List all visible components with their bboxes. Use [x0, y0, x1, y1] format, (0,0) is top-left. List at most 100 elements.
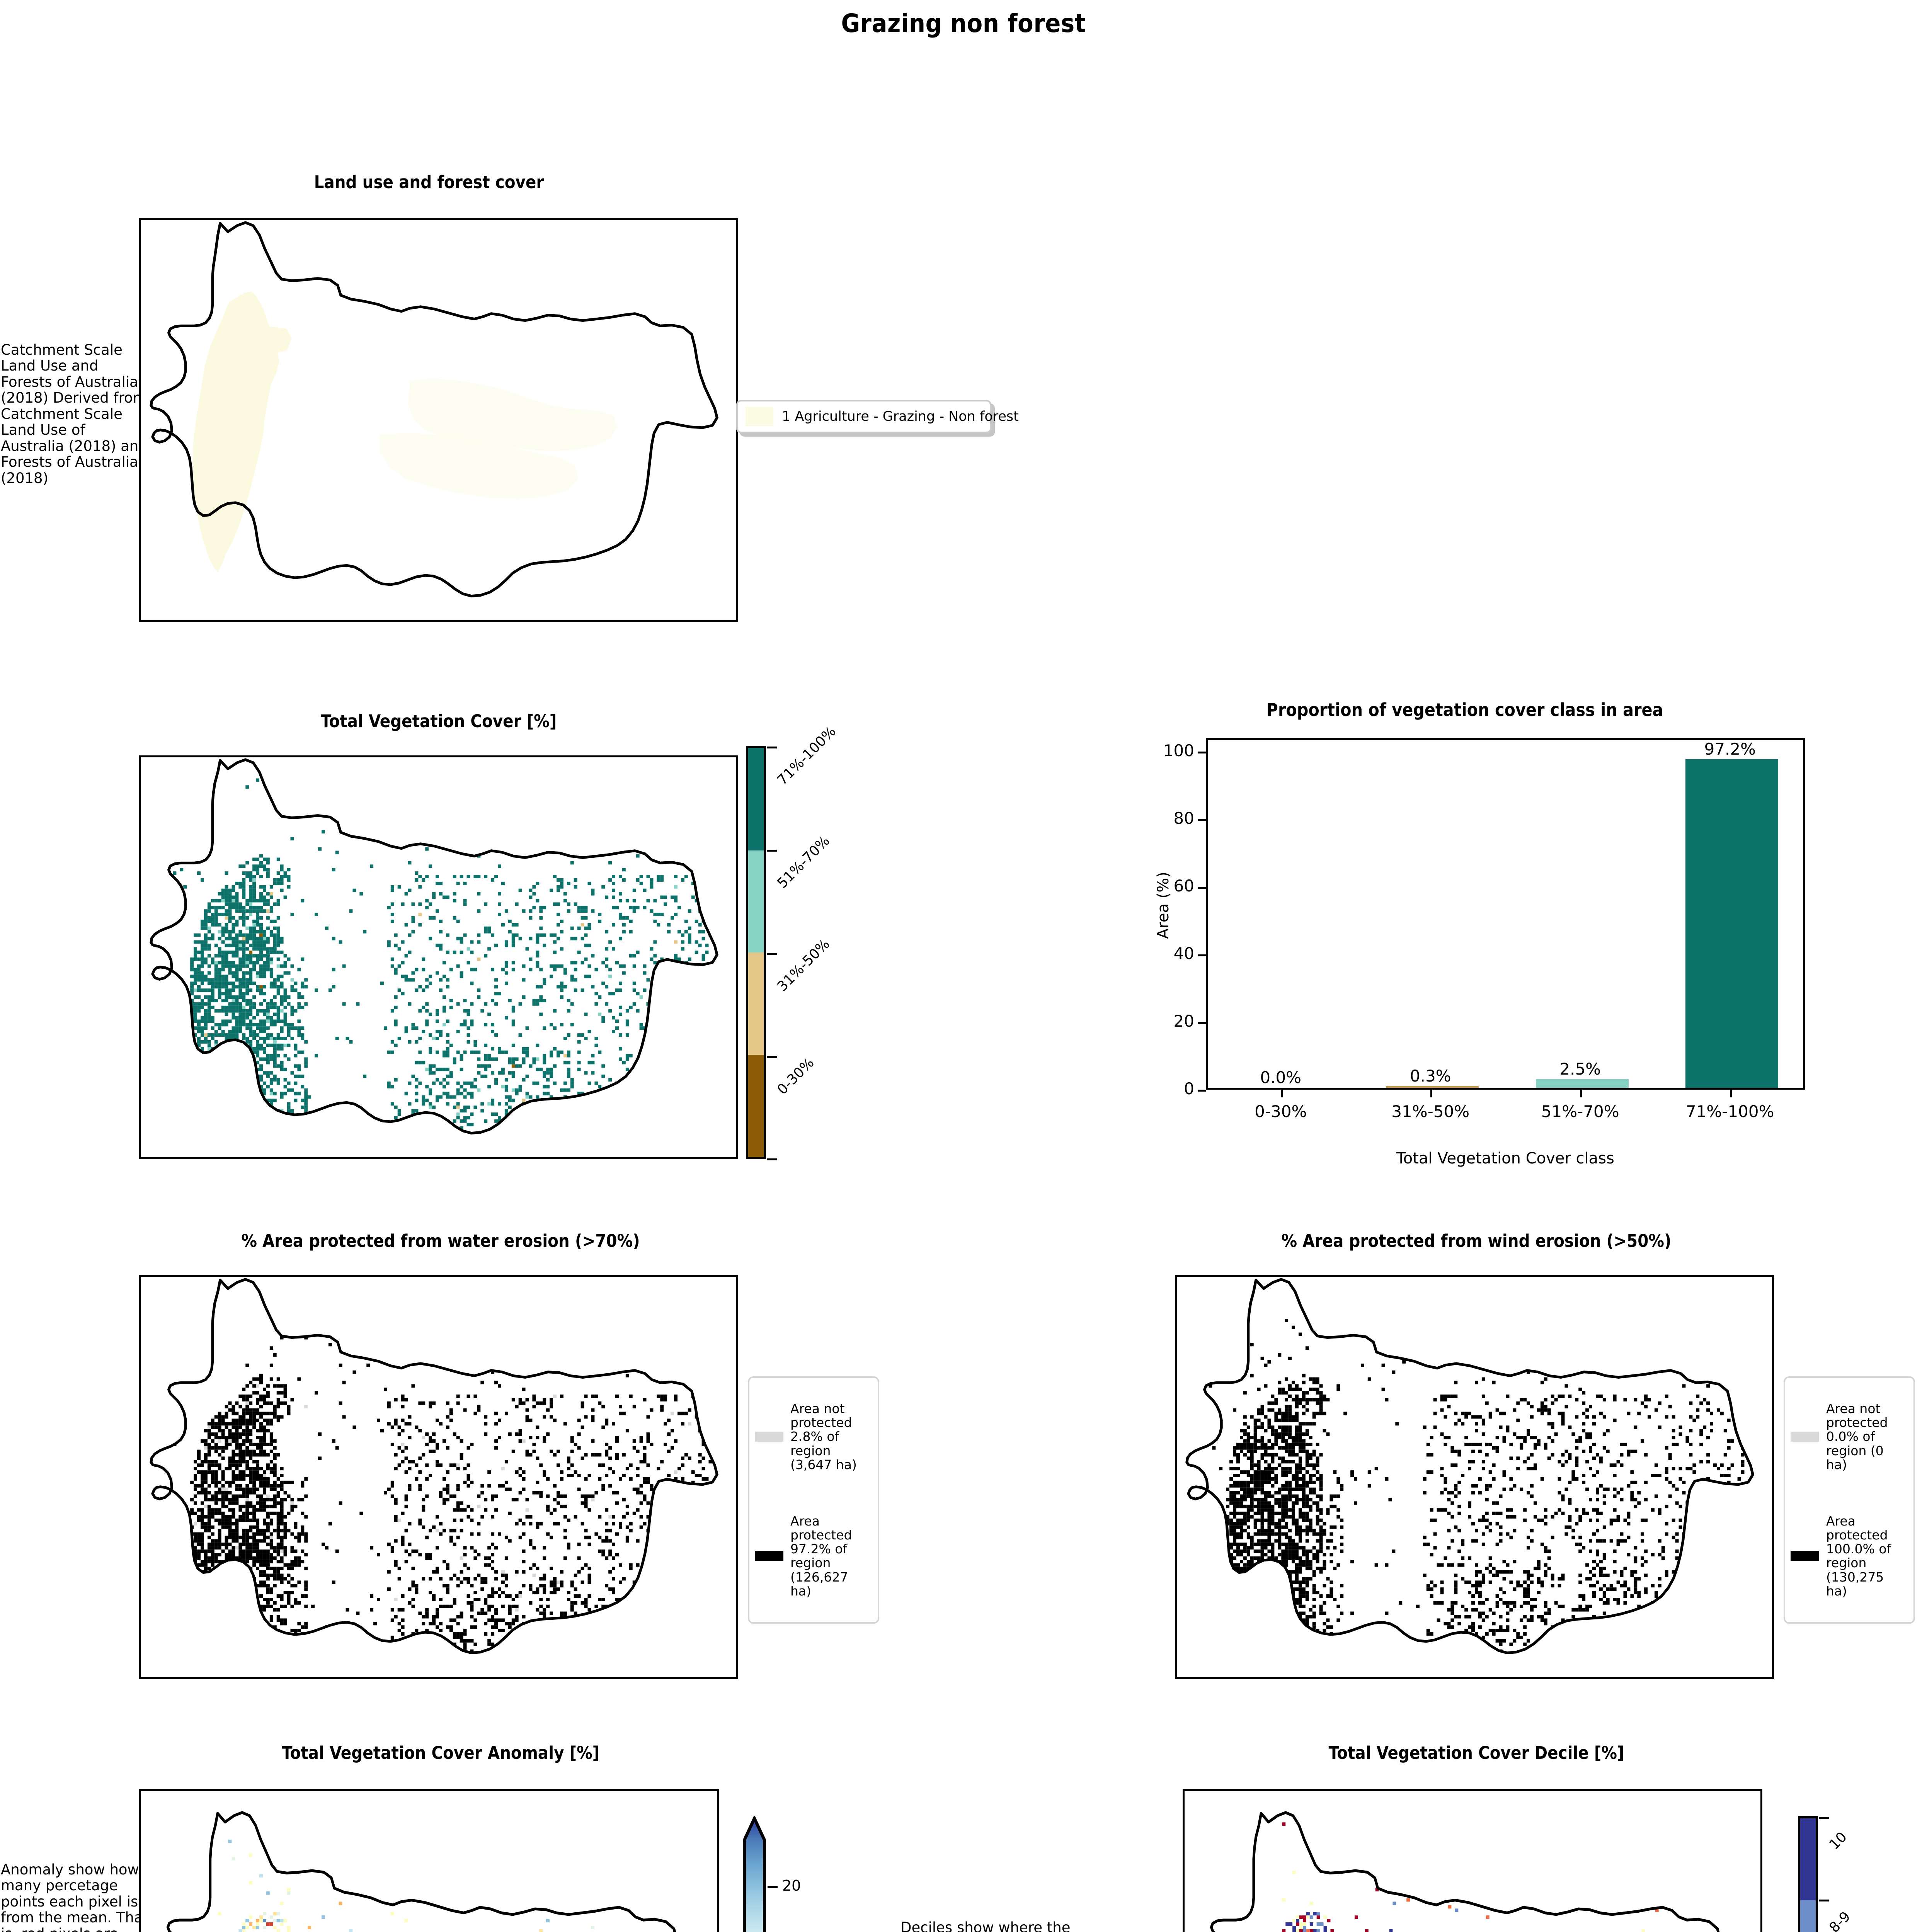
catchment-outline — [1210, 1811, 1720, 1932]
landuse-panel-title: Land use and forest cover — [314, 172, 544, 192]
legend-item-protected: Area protected 97.2% of region (126,627 … — [755, 1514, 872, 1599]
wind-erosion-legend[interactable]: Area not protected 0.0% of region (0 ha)… — [1784, 1376, 1915, 1624]
anomaly-map[interactable] — [139, 1789, 719, 1932]
wind-erosion-panel-title: % Area protected from wind erosion (>50%… — [1281, 1231, 1672, 1251]
not-protected-label: Area not protected 2.8% of region (3,647… — [790, 1401, 857, 1472]
catchment-outline — [150, 758, 718, 1135]
legend-item: 1 Agriculture - Grazing - Non forest — [746, 407, 1019, 426]
decile-map[interactable] — [1183, 1789, 1762, 1932]
chart-ylabel: Area (%) — [1154, 872, 1172, 939]
cover-cbar-label-0-30: 0-30% — [774, 1055, 817, 1098]
anomaly-tick-20 — [768, 1886, 778, 1888]
y-tick-mark — [1198, 954, 1206, 956]
wind-erosion-map[interactable] — [1175, 1275, 1774, 1679]
x-tick-mark — [1580, 1090, 1582, 1097]
cover-cbar-tick-3 — [767, 1056, 777, 1058]
proportion-bar-chart: Proportion of vegetation cover class in … — [1113, 696, 1816, 1182]
y-tick-label: 100 — [1163, 741, 1194, 760]
bar-value-label: 2.5% — [1559, 1060, 1601, 1079]
legend-item-not-protected: Area not protected 0.0% of region (0 ha) — [1791, 1401, 1908, 1472]
chart-xlabel: Total Vegetation Cover class — [1396, 1150, 1614, 1167]
bar-value-label: 0.3% — [1410, 1066, 1451, 1085]
bar-31%-50% — [1386, 1086, 1479, 1088]
cover-cbar-label-51-70: 51%-70% — [774, 833, 833, 891]
anomaly-colorbar-svg — [743, 1815, 766, 1932]
decile-map-svg — [1202, 1811, 1738, 1932]
cover-cbar-label-71-100: 71%-100% — [774, 723, 839, 788]
water-erosion-legend[interactable]: Area not protected 2.8% of region (3,647… — [748, 1376, 879, 1624]
legend-item-protected: Area protected 100.0% of region (130,275… — [1791, 1514, 1908, 1599]
anomaly-panel-title: Total Vegetation Cover Anomaly [%] — [281, 1743, 600, 1763]
anomaly-note: Anomaly show how many percetage points e… — [1, 1861, 149, 1932]
y-tick-label: 20 — [1173, 1012, 1194, 1031]
legend-item-not-protected: Area not protected 2.8% of region (3,647… — [755, 1401, 872, 1472]
bar-value-label: 0.0% — [1260, 1068, 1302, 1087]
anomaly-label-20: 20 — [782, 1877, 801, 1894]
chart-plot-area — [1206, 738, 1805, 1090]
cover-map[interactable] — [139, 755, 738, 1159]
cover-colorbar[interactable] — [746, 746, 766, 1159]
bar-71%-100% — [1685, 759, 1779, 1088]
chart-title: Proportion of vegetation cover class in … — [1266, 699, 1663, 720]
y-tick-mark — [1198, 819, 1206, 821]
x-tick-label: 71%-100% — [1685, 1102, 1774, 1121]
cover-map-svg — [150, 758, 718, 1135]
cbar-seg-71-100 — [748, 748, 764, 850]
decile-colorbar[interactable] — [1798, 1816, 1818, 1932]
cbar-seg-31-50 — [748, 952, 764, 1055]
water-erosion-pixel-layer — [151, 1281, 717, 1653]
x-tick-label: 31%-50% — [1391, 1102, 1470, 1121]
not-protected-label: Area not protected 0.0% of region (0 ha) — [1826, 1401, 1888, 1472]
landuse-map-svg — [150, 221, 718, 598]
y-tick-mark — [1198, 752, 1206, 753]
catchment-outline — [150, 1278, 718, 1655]
y-tick-mark — [1198, 1090, 1206, 1092]
water-erosion-panel-title: % Area protected from water erosion (>70… — [241, 1231, 640, 1251]
cover-cbar-tick-1 — [767, 850, 777, 852]
cover-cbar-tick-2 — [767, 953, 777, 955]
y-tick-mark — [1198, 887, 1206, 889]
landuse-legend-label: 1 Agriculture - Grazing - Non forest — [782, 409, 1019, 424]
cover-cbar-label-31-50: 31%-50% — [774, 936, 833, 995]
wind-erosion-pixel-layer — [1187, 1281, 1753, 1653]
water-erosion-map[interactable] — [139, 1275, 738, 1679]
cbar-seg-0-30 — [748, 1054, 764, 1157]
protected-label: Area protected 97.2% of region (126,627 … — [790, 1513, 852, 1599]
catchment-outline — [1185, 1278, 1754, 1655]
x-tick-mark — [1280, 1090, 1283, 1097]
y-tick-label: 0 — [1184, 1079, 1194, 1098]
not-protected-swatch — [755, 1432, 783, 1442]
y-tick-label: 60 — [1173, 876, 1194, 895]
anomaly-map-svg — [151, 1811, 695, 1932]
cover-cbar-tick-bot — [767, 1158, 777, 1160]
decile-label-8-9: 8-9 — [1826, 1908, 1854, 1932]
protected-swatch — [1791, 1551, 1819, 1561]
decile-seg-10 — [1800, 1818, 1816, 1900]
anomaly-colorbar[interactable] — [742, 1815, 767, 1932]
y-tick-mark — [1198, 1022, 1206, 1024]
landuse-legend[interactable]: 1 Agriculture - Grazing - Non forest — [736, 400, 1019, 433]
x-tick-mark — [1430, 1090, 1433, 1097]
decile-note: Deciles show where the pixel value lies … — [901, 1919, 1071, 1932]
catchment-outline — [166, 1811, 676, 1932]
cbar-seg-51-70 — [748, 850, 764, 952]
cover-pixel-layer — [152, 761, 716, 1133]
protected-label: Area protected 100.0% of region (130,275… — [1826, 1513, 1891, 1599]
x-tick-mark — [1730, 1090, 1732, 1097]
decile-tick-top — [1819, 1817, 1829, 1819]
y-tick-label: 80 — [1173, 809, 1194, 828]
landuse-swatch — [746, 407, 773, 426]
x-tick-label: 0-30% — [1255, 1102, 1307, 1121]
bar-51%-70% — [1535, 1079, 1629, 1088]
wind-erosion-map-svg — [1185, 1278, 1754, 1655]
protected-swatch — [755, 1551, 783, 1561]
landuse-map[interactable] — [139, 218, 738, 622]
y-tick-label: 40 — [1173, 944, 1194, 963]
catchment-outline — [150, 221, 718, 598]
bar-value-label: 97.2% — [1704, 739, 1756, 759]
decile-tick-1 — [1819, 1900, 1829, 1901]
water-erosion-map-svg — [150, 1278, 718, 1655]
landuse-fill-layer — [192, 291, 617, 573]
landuse-source-note: Catchment Scale Land Use and Forests of … — [1, 342, 148, 486]
